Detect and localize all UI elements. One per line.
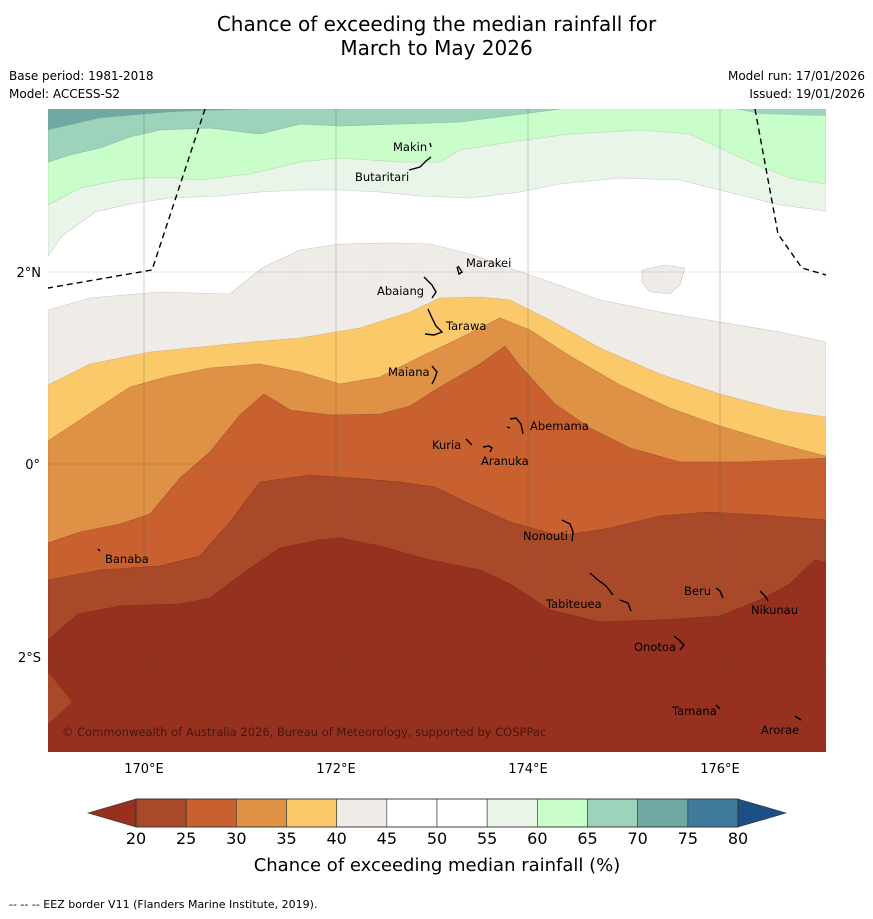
- label-abaiang: Abaiang: [377, 284, 424, 298]
- map-title: Chance of exceeding the median rainfall …: [0, 12, 873, 60]
- colorbar-cell: [687, 798, 739, 828]
- island-nikunau: [759, 590, 769, 602]
- island-abemama: [506, 417, 524, 435]
- label-abemama: Abemama: [530, 419, 589, 433]
- colorbar-tick-label: 50: [427, 829, 447, 848]
- colorbar-cell: [236, 798, 287, 828]
- island-banaba: [97, 548, 101, 552]
- colorbar-cell: [486, 798, 538, 828]
- lon-label-176e: 176°E: [700, 762, 740, 777]
- colorbar-tick-label: 20: [126, 829, 146, 848]
- colorbar-cell: [135, 798, 187, 828]
- island-marakei: [456, 265, 463, 276]
- colorbar-cell: [386, 798, 438, 828]
- lat-axis-labels: 2°N 0° 2°S: [17, 266, 42, 666]
- label-kuria: Kuria: [432, 438, 461, 452]
- colorbar-tick-label: 65: [577, 829, 597, 848]
- band-60-65: [48, 109, 826, 206]
- island-aranuka: [482, 445, 493, 453]
- label-banaba: Banaba: [105, 552, 149, 566]
- lat-label-2s: 2°S: [18, 651, 41, 666]
- colorbar-tick-label: 35: [276, 829, 296, 848]
- model-name: Model: ACCESS-S2: [9, 87, 121, 101]
- colorbar-tick-label: 70: [627, 829, 647, 848]
- label-butaritari: Butaritari: [355, 170, 409, 184]
- lon-axis-labels: 170°E 172°E 174°E 176°E: [124, 762, 740, 777]
- colorbar-tick-label: 30: [226, 829, 246, 848]
- eez-footnote: -- -- -- EEZ border V11 (Flanders Marine…: [9, 898, 318, 911]
- band-65-70-east: [735, 109, 826, 116]
- colorbar-cell: [587, 798, 638, 828]
- lon-label-170e: 170°E: [124, 762, 164, 777]
- band-below-20: [48, 537, 826, 752]
- colorbar-tick-label: 80: [728, 829, 748, 848]
- label-marakei: Marakei: [466, 256, 511, 270]
- title-line-2: March to May 2026: [340, 36, 533, 60]
- band-40-45-patch: [641, 264, 686, 295]
- colorbar-tick-label: 55: [477, 829, 497, 848]
- map-fill-bands: [48, 109, 826, 752]
- base-period: Base period: 1981-2018: [9, 69, 154, 83]
- island-nonouti: [561, 519, 574, 542]
- label-tabiteuea: Tabiteuea: [545, 597, 602, 611]
- label-beru: Beru: [684, 584, 711, 598]
- label-nonouti: Nonouti: [523, 529, 568, 543]
- colorbar-cell: [336, 798, 388, 828]
- copyright-note: © Commonwealth of Australia 2026, Bureau…: [62, 725, 546, 739]
- colorbar-cell: [537, 798, 588, 828]
- colorbar-ticks: 20 25 30 35 40 45 50 55 60 65 70 75 80: [126, 829, 748, 848]
- label-aranuka: Aranuka: [481, 454, 529, 468]
- graticule: [48, 109, 826, 752]
- colorbar-tick-label: 25: [176, 829, 196, 848]
- colorbar-tick-label: 45: [377, 829, 397, 848]
- island-tarawa: [424, 308, 444, 336]
- band-70-75: [48, 109, 250, 130]
- island-abaiang: [423, 276, 437, 299]
- islands: [97, 142, 802, 721]
- island-arorae: [794, 715, 802, 721]
- eez-border: [48, 109, 826, 289]
- meta-left: Base period: 1981-2018 Model: ACCESS-S2: [9, 67, 154, 103]
- lat-label-0: 0°: [25, 458, 40, 473]
- colorbar: 20 25 30 35 40 45 50 55 60 65 70 75 80 Chance of exc…: [86, 798, 788, 876]
- place-labels: Makin Butaritari Marakei Abaiang Tarawa …: [105, 140, 799, 737]
- label-maiana: Maiana: [388, 365, 430, 379]
- island-butaritari: [408, 156, 432, 171]
- colorbar-tick-label: 40: [326, 829, 346, 848]
- label-arorae: Arorae: [761, 723, 799, 737]
- colorbar-cells: [135, 798, 739, 828]
- lon-label-174e: 174°E: [508, 762, 548, 777]
- colorbar-cell: [436, 798, 488, 828]
- colorbar-cell: [286, 798, 337, 828]
- island-makin: [429, 142, 432, 148]
- label-makin: Makin: [393, 140, 427, 154]
- colorbar-under-arrow: [86, 798, 137, 828]
- island-tamana: [715, 704, 721, 710]
- island-beru: [715, 587, 724, 599]
- label-tamana: Tamana: [671, 704, 717, 718]
- label-tarawa: Tarawa: [445, 319, 486, 333]
- colorbar-over-arrow: [737, 798, 788, 828]
- island-onotoa: [673, 635, 685, 651]
- label-nikunau: Nikunau: [751, 603, 798, 617]
- lat-label-2n: 2°N: [17, 266, 42, 281]
- band-below-20-tongue: [48, 672, 72, 724]
- title-line-1: Chance of exceeding the median rainfall …: [216, 12, 657, 36]
- label-onotoa: Onotoa: [634, 640, 676, 654]
- issued-date: Issued: 19/01/2026: [749, 87, 865, 101]
- island-maiana: [431, 365, 438, 385]
- meta-right: Model run: 17/01/2026 Issued: 19/01/2026: [728, 67, 865, 103]
- lon-label-172e: 172°E: [316, 762, 356, 777]
- model-run: Model run: 17/01/2026: [727, 69, 865, 83]
- colorbar-tick-label: 60: [527, 829, 547, 848]
- colorbar-tick-label: 75: [678, 829, 698, 848]
- colorbar-title: Chance of exceeding median rainfall (%): [254, 855, 621, 876]
- island-tabiteuea: [589, 572, 632, 612]
- colorbar-cell: [637, 798, 689, 828]
- colorbar-cell: [185, 798, 237, 828]
- island-kuria: [465, 438, 473, 446]
- band-65-70: [48, 109, 561, 163]
